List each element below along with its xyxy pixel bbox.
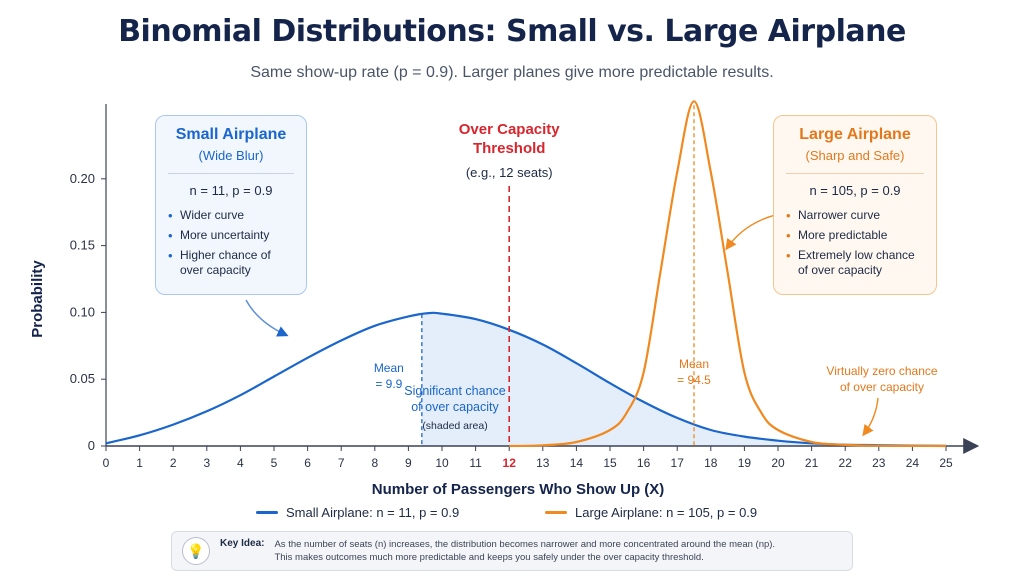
x-tick-label-11: 11 — [469, 456, 482, 470]
legend-small: Small Airplane: n = 11, p = 0.9 — [256, 505, 459, 520]
small-mean-label-1: Mean — [374, 361, 404, 375]
x-tick-label-7: 7 — [338, 456, 345, 470]
key-idea-line-2: This makes outcomes much more predictabl… — [274, 552, 704, 563]
x-tick-label-8: 8 — [371, 456, 378, 470]
x-tick-label-13: 13 — [536, 456, 550, 470]
y-axis-label: Probability — [29, 260, 46, 338]
key-idea-label: Key Idea: — [220, 538, 265, 549]
large-bullet-2: More predictable — [786, 228, 924, 243]
x-tick-label-9: 9 — [405, 456, 412, 470]
legend-small-swatch — [256, 511, 278, 514]
legend-small-label: Small Airplane: n = 11, p = 0.9 — [286, 505, 460, 520]
zero-chance-arrow — [862, 397, 879, 437]
small-callout-params: n = 11, p = 0.9 — [168, 173, 294, 198]
threshold-note: (e.g., 12 seats) — [466, 165, 553, 180]
threshold-title-line-2: Threshold — [473, 140, 546, 157]
x-tick-label-12: 12 — [503, 456, 517, 470]
small-mean-label-2: = 9.9 — [375, 377, 402, 391]
x-tick-label-14: 14 — [570, 456, 584, 470]
large-mean-label-1: Mean — [679, 357, 709, 371]
small-bullet-3: Higher chance of over capacity — [168, 248, 294, 278]
threshold-title-line-1: Over Capacity — [459, 121, 561, 138]
legend-large-label: Large Airplane: n = 105, p = 0.9 — [575, 505, 758, 520]
zero-chance-label-1: Virtually zero chance — [826, 364, 937, 378]
small-bullet-2: More uncertainty — [168, 228, 294, 243]
large-bullet-3: Extremely low chance of over capacity — [786, 248, 924, 278]
large-callout-bullets: Narrower curve More predictable Extremel… — [786, 208, 924, 278]
shade-label-2: of over capacity — [411, 400, 499, 414]
y-tick-label-4: 0.20 — [70, 171, 95, 186]
large-callout-params: n = 105, p = 0.9 — [786, 173, 924, 198]
x-tick-label-19: 19 — [738, 456, 752, 470]
zero-chance-label-2: of over capacity — [840, 380, 924, 394]
large-mean-label-2: = 94.5 — [677, 373, 711, 387]
x-tick-label-20: 20 — [771, 456, 785, 470]
page-title: Binomial Distributions: Small vs. Large … — [118, 14, 906, 49]
x-axis-label: Number of Passengers Who Show Up (X) — [372, 481, 665, 498]
small-callout-arrow — [245, 299, 289, 337]
x-tick-label-21: 21 — [805, 456, 819, 470]
large-callout-subtitle: (Sharp and Safe) — [805, 148, 905, 163]
key-idea-box: 💡 Key Idea: As the number of seats (n) i… — [171, 531, 853, 571]
x-tick-label-23: 23 — [872, 456, 886, 470]
over-capacity-shaded-area — [421, 312, 946, 446]
x-tick-label-4: 4 — [237, 456, 244, 470]
y-tick-label-3: 0.15 — [70, 238, 95, 253]
large-bullet-1: Narrower curve — [786, 208, 924, 223]
x-tick-label-5: 5 — [271, 456, 278, 470]
large-airplane-callout: Large Airplane (Sharp and Safe) n = 105,… — [773, 115, 937, 295]
y-tick-label-2: 0.10 — [70, 304, 95, 319]
x-tick-label-18: 18 — [704, 456, 718, 470]
x-tick-label-10: 10 — [435, 456, 449, 470]
shade-label-3: (shaded area) — [422, 420, 487, 432]
small-callout-subtitle: (Wide Blur) — [198, 148, 264, 163]
x-tick-label-1: 1 — [136, 456, 143, 470]
legend-large: Large Airplane: n = 105, p = 0.9 — [545, 505, 757, 520]
legend-large-swatch — [545, 511, 567, 514]
large-airplane-curve — [509, 100, 947, 448]
x-tick-label-15: 15 — [603, 456, 617, 470]
x-tick-label-25: 25 — [939, 456, 953, 470]
small-callout-title: Small Airplane — [175, 126, 287, 143]
lightbulb-icon: 💡 — [182, 537, 210, 565]
x-tick-label-6: 6 — [304, 456, 311, 470]
x-tick-label-3: 3 — [203, 456, 210, 470]
x-tick-label-22: 22 — [839, 456, 853, 470]
page-subtitle: Same show-up rate (p = 0.9). Larger plan… — [250, 64, 774, 81]
shade-label-1: Significant chance — [404, 384, 506, 398]
x-tick-label-17: 17 — [671, 456, 685, 470]
key-idea-text: As the number of seats (n) increases, th… — [274, 538, 775, 564]
x-tick-label-2: 2 — [170, 456, 177, 470]
x-tick-label-0: 0 — [103, 456, 110, 470]
y-tick-label-0: 0 — [88, 438, 95, 453]
small-bullet-1: Wider curve — [168, 208, 294, 223]
x-tick-label-24: 24 — [906, 456, 920, 470]
small-airplane-callout: Small Airplane (Wide Blur) n = 11, p = 0… — [155, 115, 307, 295]
large-callout-title: Large Airplane — [799, 126, 911, 143]
y-tick-label-1: 0.05 — [70, 371, 95, 386]
small-callout-bullets: Wider curve More uncertainty Higher chan… — [168, 208, 294, 278]
key-idea-line-1: As the number of seats (n) increases, th… — [274, 539, 776, 550]
x-tick-label-16: 16 — [637, 456, 651, 470]
